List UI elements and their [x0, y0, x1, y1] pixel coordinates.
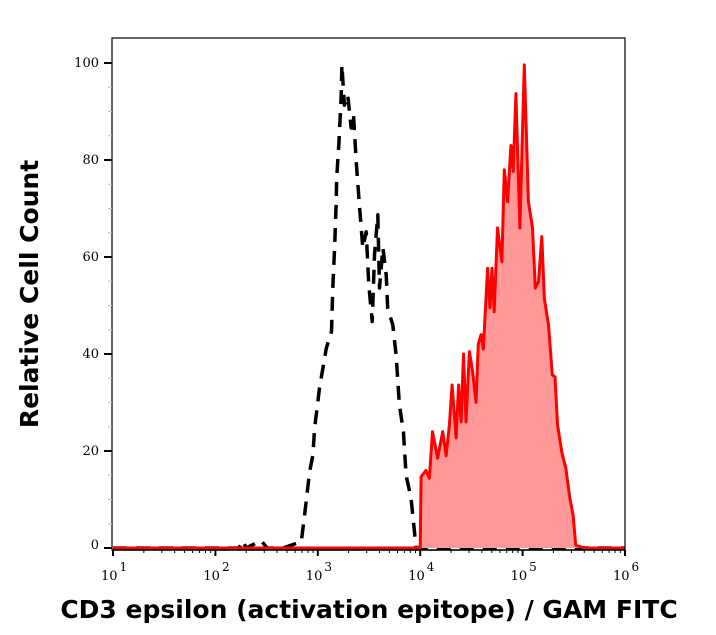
- x-tick-label: 102: [203, 560, 229, 584]
- y-tick-label: 20: [82, 444, 99, 459]
- x-tick-label: 105: [511, 560, 537, 584]
- x-tick-exponent: 3: [324, 560, 332, 574]
- y-tick-label: 100: [74, 56, 99, 71]
- series-0-line: [113, 63, 625, 550]
- x-tick-base: 10: [101, 569, 118, 584]
- x-tick-base: 10: [408, 569, 425, 584]
- x-tick-label: 101: [101, 560, 127, 584]
- x-tick-label: 104: [408, 560, 435, 584]
- series-1-line: [113, 63, 625, 550]
- y-tick-label: 80: [82, 153, 99, 168]
- x-tick-base: 10: [306, 569, 323, 584]
- x-tick-label: 103: [306, 560, 332, 584]
- x-tick-exponent: 4: [427, 560, 435, 574]
- y-tick-label: 0: [91, 538, 99, 553]
- y-axis-label: Relative Cell Count: [15, 160, 44, 428]
- x-axis-label: CD3 epsilon (activation epitope) / GAM F…: [60, 595, 677, 624]
- x-tick-exponent: 5: [529, 560, 537, 574]
- x-tick-exponent: 1: [120, 560, 128, 574]
- x-tick-base: 10: [203, 569, 220, 584]
- y-tick-label: 40: [82, 347, 99, 362]
- x-tick-label: 106: [613, 560, 639, 584]
- series-1-fill: [113, 64, 625, 549]
- x-tick-base: 10: [511, 569, 528, 584]
- x-tick-exponent: 6: [632, 560, 640, 574]
- series-layer: [113, 63, 625, 550]
- y-axis: 0 20 40 60 80 100: [74, 56, 112, 553]
- y-tick-label: 60: [82, 250, 99, 265]
- x-tick-exponent: 2: [222, 560, 230, 574]
- x-tick-base: 10: [613, 569, 630, 584]
